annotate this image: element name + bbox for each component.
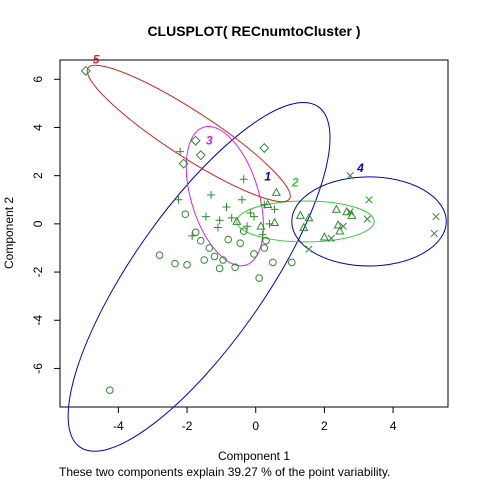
data-point	[250, 212, 258, 221]
data-point	[174, 195, 183, 204]
plot-area: 1 2 3 4 5	[67, 53, 447, 452]
y-tick-label: -2	[31, 266, 45, 277]
data-point	[260, 200, 269, 209]
cluster-3-ellipse	[185, 125, 264, 267]
cluster-4-ellipse	[291, 176, 447, 267]
data-point	[188, 231, 197, 240]
data-point	[287, 258, 296, 267]
cluster-4-label: 4	[356, 161, 364, 175]
data-point	[105, 386, 114, 394]
data-point	[260, 244, 269, 252]
data-point	[196, 236, 205, 245]
plot-frame	[59, 59, 449, 408]
data-point	[347, 210, 357, 219]
data-point	[255, 274, 263, 282]
data-point	[250, 250, 258, 258]
data-point	[270, 217, 280, 227]
cluster-2-label: 2	[291, 176, 299, 190]
x-tick-label: 0	[252, 419, 259, 433]
data-point	[191, 228, 200, 237]
cluster-3-label: 3	[206, 133, 213, 147]
data-point	[432, 212, 440, 221]
data-point	[346, 208, 354, 216]
data-point	[319, 232, 329, 241]
x-tick-label: 4	[390, 419, 397, 433]
x-axis: -4 -2 0 2 4	[113, 407, 397, 433]
cluster-2-ellipse	[236, 200, 375, 243]
data-point	[201, 212, 210, 221]
cluster-5-label: 5	[93, 53, 100, 67]
data-point	[195, 150, 206, 161]
data-point	[207, 190, 216, 199]
y-tick-label: -4	[31, 315, 45, 326]
data-point	[224, 235, 233, 244]
data-point	[259, 142, 270, 153]
data-point	[176, 147, 185, 156]
x-tick-label: -4	[113, 419, 124, 433]
data-point	[178, 158, 189, 169]
y-axis: -6 -4 -2 0 2 4 6	[31, 76, 60, 374]
data-point	[271, 187, 281, 196]
data-point	[327, 234, 335, 242]
data-point	[239, 227, 248, 235]
data-point	[299, 222, 309, 231]
data-point	[339, 222, 347, 230]
x-axis-label: Component 1	[218, 449, 290, 463]
data-point	[200, 256, 209, 264]
chart-title: CLUSPLOT( RECnumtoCluster )	[147, 23, 360, 39]
data-point	[231, 263, 239, 272]
data-point	[205, 244, 214, 252]
y-axis-label: Component 2	[2, 197, 16, 269]
data-point	[171, 259, 179, 268]
data-point	[333, 220, 343, 229]
cluster-1-ellipse	[67, 102, 331, 452]
data-point	[335, 226, 345, 235]
data-point	[213, 223, 222, 232]
data-point	[265, 219, 274, 228]
data-point	[237, 195, 246, 204]
data-point	[305, 245, 313, 253]
data-point	[430, 229, 438, 238]
y-tick-label: 4	[31, 124, 45, 131]
data-point	[215, 216, 224, 225]
data-point	[295, 210, 305, 219]
data-point	[246, 209, 255, 218]
data-point	[304, 212, 314, 222]
data-point	[215, 264, 224, 273]
data-point	[219, 256, 227, 264]
data-point	[80, 65, 91, 76]
x-tick-label: -2	[182, 419, 193, 433]
data-point	[155, 251, 164, 259]
data-point	[270, 205, 279, 214]
x-tick-label: 2	[321, 419, 328, 433]
data-point	[365, 196, 373, 204]
y-tick-label: 2	[31, 172, 45, 179]
data-point	[190, 135, 201, 146]
caption-text: These two components explain 39.27 % of …	[59, 465, 390, 479]
data-point	[232, 216, 242, 225]
data-point	[269, 258, 277, 267]
data-point	[331, 204, 341, 213]
data-point	[262, 236, 270, 245]
data-point	[363, 215, 371, 223]
data-point	[181, 210, 190, 219]
data-point	[227, 213, 236, 222]
data-point	[243, 222, 252, 231]
y-tick-label: 6	[31, 76, 45, 83]
cluster-1-label: 1	[264, 169, 271, 183]
y-tick-label: 0	[31, 220, 45, 227]
data-point	[239, 175, 248, 184]
data-point	[236, 239, 245, 247]
y-tick-label: -6	[31, 363, 45, 374]
data-point	[183, 261, 191, 269]
data-point	[210, 252, 219, 261]
cluster-5-ellipse	[86, 64, 291, 203]
data-point	[346, 172, 354, 180]
data-point	[258, 230, 267, 239]
data-point	[222, 202, 231, 211]
data-point	[256, 221, 266, 230]
